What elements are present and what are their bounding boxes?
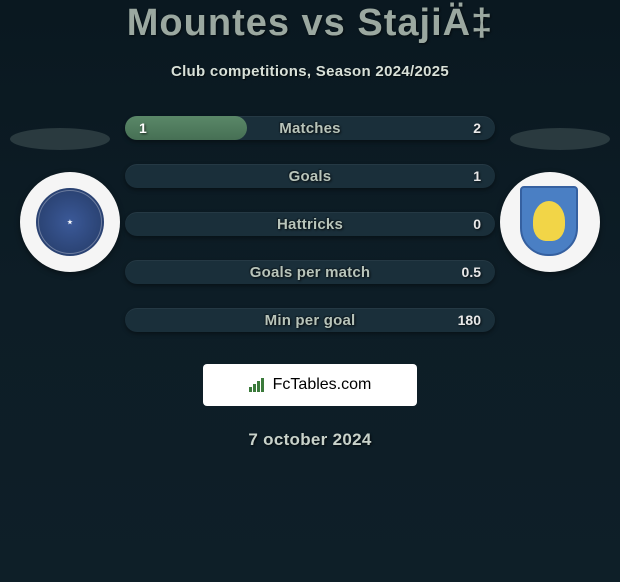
stat-row-min-per-goal: Min per goal 180 [125,308,495,332]
fctables-brand[interactable]: FcTables.com [203,364,417,406]
stat-row-goals-per-match: Goals per match 0.5 [125,260,495,284]
stat-left-value: 1 [139,120,147,136]
page-title: Mountes vs StajiÄ‡ [0,2,620,45]
chart-bars-icon [249,378,267,392]
stat-label: Matches [279,120,340,137]
stat-right-value: 0.5 [462,264,481,280]
stat-row-goals: Goals 1 [125,164,495,188]
stat-right-value: 1 [473,168,481,184]
stat-right-value: 180 [458,312,481,328]
stats-container: 1 Matches 2 Goals 1 Hattricks 0 Goals pe… [0,116,620,332]
stat-label: Min per goal [265,312,356,329]
stat-row-matches: 1 Matches 2 [125,116,495,140]
brand-text: FcTables.com [273,376,372,394]
stat-label: Hattricks [277,216,343,233]
date-text: 7 october 2024 [0,430,620,450]
subtitle: Club competitions, Season 2024/2025 [0,63,620,80]
stat-right-value: 2 [473,120,481,136]
stat-right-value: 0 [473,216,481,232]
stat-row-hattricks: Hattricks 0 [125,212,495,236]
stat-label: Goals per match [250,264,371,281]
stat-label: Goals [289,168,332,185]
